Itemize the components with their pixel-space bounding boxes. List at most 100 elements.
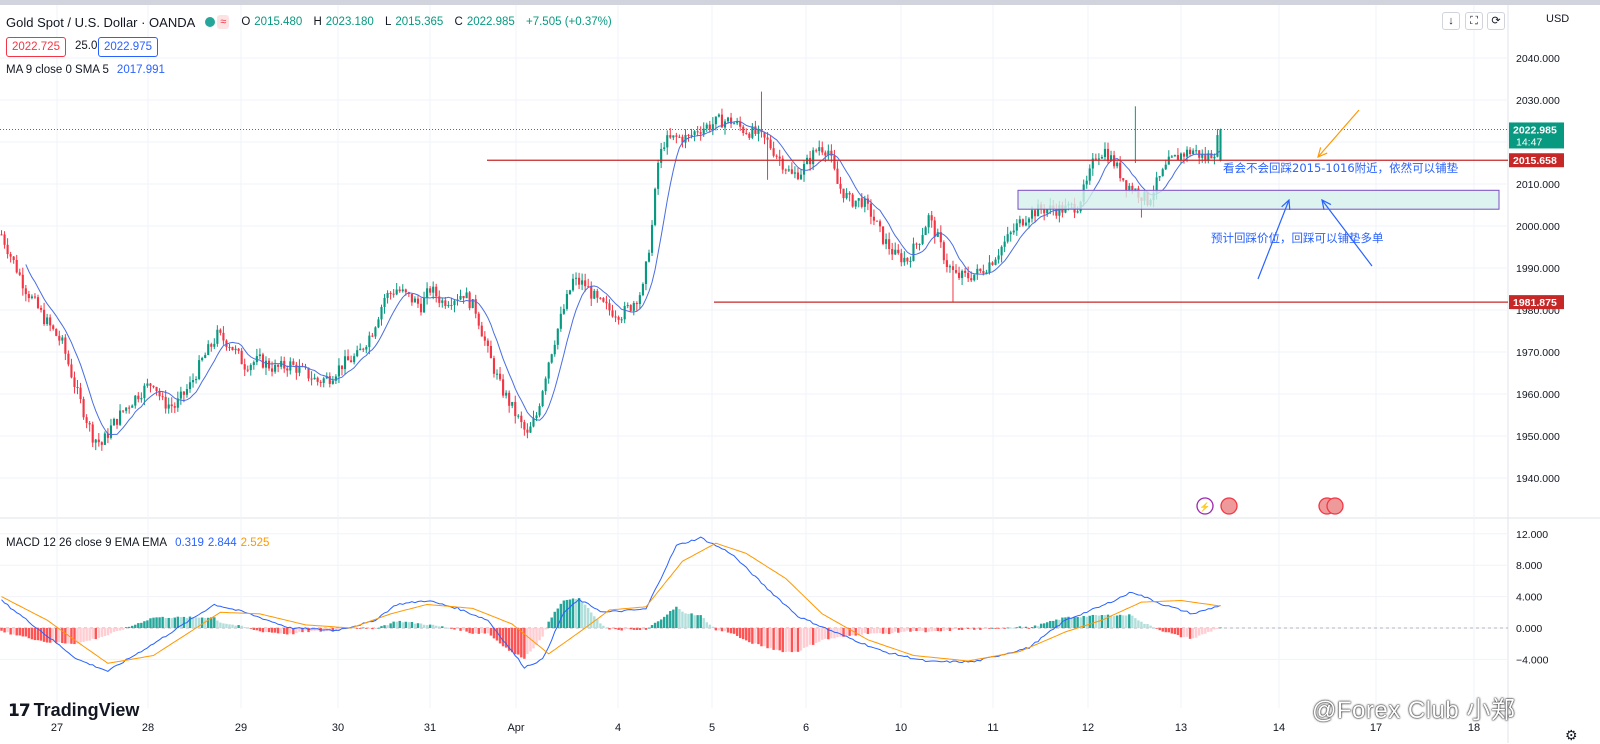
macd-tick-label: 8.000 (1516, 560, 1542, 572)
candle-body (422, 297, 426, 313)
histogram-bar (331, 628, 335, 632)
candle-body (1043, 209, 1046, 214)
candle-body (590, 286, 593, 299)
histogram-bar (191, 617, 195, 628)
candle-body (368, 335, 371, 348)
candle-body (1018, 219, 1021, 224)
histogram-bar (1173, 628, 1177, 635)
histogram-bar (27, 628, 31, 639)
candle-body (663, 147, 666, 149)
histogram-bar (523, 628, 526, 659)
candle-body (15, 260, 18, 273)
buy-price-button[interactable]: 2022.975 (98, 37, 158, 57)
candle-body (1158, 176, 1161, 178)
x-tick-label: 6 (803, 722, 809, 734)
histogram-bar (1185, 628, 1189, 637)
tradingview-logo[interactable]: 𝟭𝟳 TradingView (8, 700, 139, 721)
histogram-bar (799, 628, 803, 651)
candle-body (0, 234, 3, 236)
currency-selector[interactable]: USD (1546, 13, 1570, 25)
candle-body (900, 253, 903, 263)
histogram-bar (580, 602, 584, 628)
candle-body (413, 298, 416, 303)
sell-price-button[interactable]: 2022.725 (6, 37, 66, 57)
histogram-bar (602, 625, 605, 628)
candle-body (67, 353, 70, 365)
histogram-bar (1055, 619, 1058, 628)
candle-body (331, 380, 334, 384)
histogram-bar (988, 628, 991, 629)
macd-tick-label: 0.000 (1516, 623, 1542, 635)
ma-line (25, 120, 1221, 436)
histogram-bar (824, 628, 827, 639)
blue-arrow-left (1257, 199, 1290, 280)
histogram-bar (58, 628, 61, 643)
histogram-bar (115, 628, 119, 631)
candle-body (61, 337, 64, 341)
histogram-bar (541, 628, 544, 637)
x-tick-label: Apr (507, 722, 524, 734)
candle-body (73, 377, 76, 388)
candle-body (635, 302, 638, 305)
histogram-bar (1067, 616, 1070, 628)
candle-body (854, 200, 857, 207)
fullscreen-icon[interactable]: ⛶ (1465, 12, 1483, 30)
reset-icon[interactable]: ⟳ (1487, 12, 1505, 30)
candle-body (678, 136, 681, 138)
histogram-bar (486, 628, 490, 634)
candle-body (188, 382, 192, 390)
histogram-bar (97, 628, 101, 638)
histogram-bar (158, 617, 161, 628)
candle-body (122, 410, 125, 412)
histogram-bar (1161, 628, 1164, 632)
candle-body (690, 134, 693, 136)
candle-body (125, 407, 128, 411)
candle-body (714, 116, 717, 125)
histogram-bar (289, 628, 292, 634)
histogram-bar (997, 628, 1000, 629)
macd-legend[interactable]: MACD 12 26 close 9 EMA EMA 0.319 2.844 2.52… (6, 537, 269, 549)
candle-body (1027, 218, 1031, 223)
candle-body (967, 272, 970, 279)
candle-body (143, 385, 146, 399)
histogram-bar (793, 628, 797, 652)
candle-body (766, 137, 769, 140)
candle-body (857, 198, 860, 201)
high-label: H (313, 16, 322, 28)
candle-body (444, 300, 447, 307)
candle-body (1204, 154, 1207, 161)
histogram-bar (723, 628, 727, 632)
histogram-bar (276, 628, 280, 634)
symbol-title[interactable]: Gold Spot / U.S. Dollar · OANDA (6, 14, 196, 30)
candle-body (1097, 158, 1100, 160)
histogram-bar (389, 623, 392, 628)
candle-body (149, 383, 152, 386)
settings-gear-icon[interactable]: ⚙ (1565, 727, 1578, 743)
histogram-bar (720, 628, 724, 632)
histogram-bar (1128, 614, 1131, 628)
histogram-bar (1042, 623, 1046, 628)
histogram-bar (672, 609, 675, 628)
histogram-bar (960, 628, 964, 630)
candle-body (623, 306, 626, 320)
histogram-bar (176, 616, 180, 628)
candle-body (799, 174, 803, 180)
candle-body (948, 266, 952, 268)
histogram-bar (590, 612, 593, 628)
ma-legend[interactable]: MA 9 close 0 SMA 5 2017.991 (6, 64, 165, 76)
histogram-bar (1009, 627, 1012, 629)
histogram-bar (1039, 623, 1043, 628)
scroll-down-icon[interactable]: ↓ (1442, 12, 1460, 30)
ma-label: MA 9 close 0 SMA 5 (6, 64, 109, 76)
candle-body (398, 289, 401, 292)
histogram-bar (869, 628, 873, 634)
histogram-bar (127, 626, 131, 628)
histogram-bar (918, 628, 921, 631)
histogram-bar (85, 628, 88, 641)
candle-body (237, 348, 240, 351)
candle-body (395, 289, 398, 295)
candle-body (49, 317, 52, 326)
blue-arrow-left-head (1281, 198, 1291, 211)
candle-body (830, 150, 833, 156)
